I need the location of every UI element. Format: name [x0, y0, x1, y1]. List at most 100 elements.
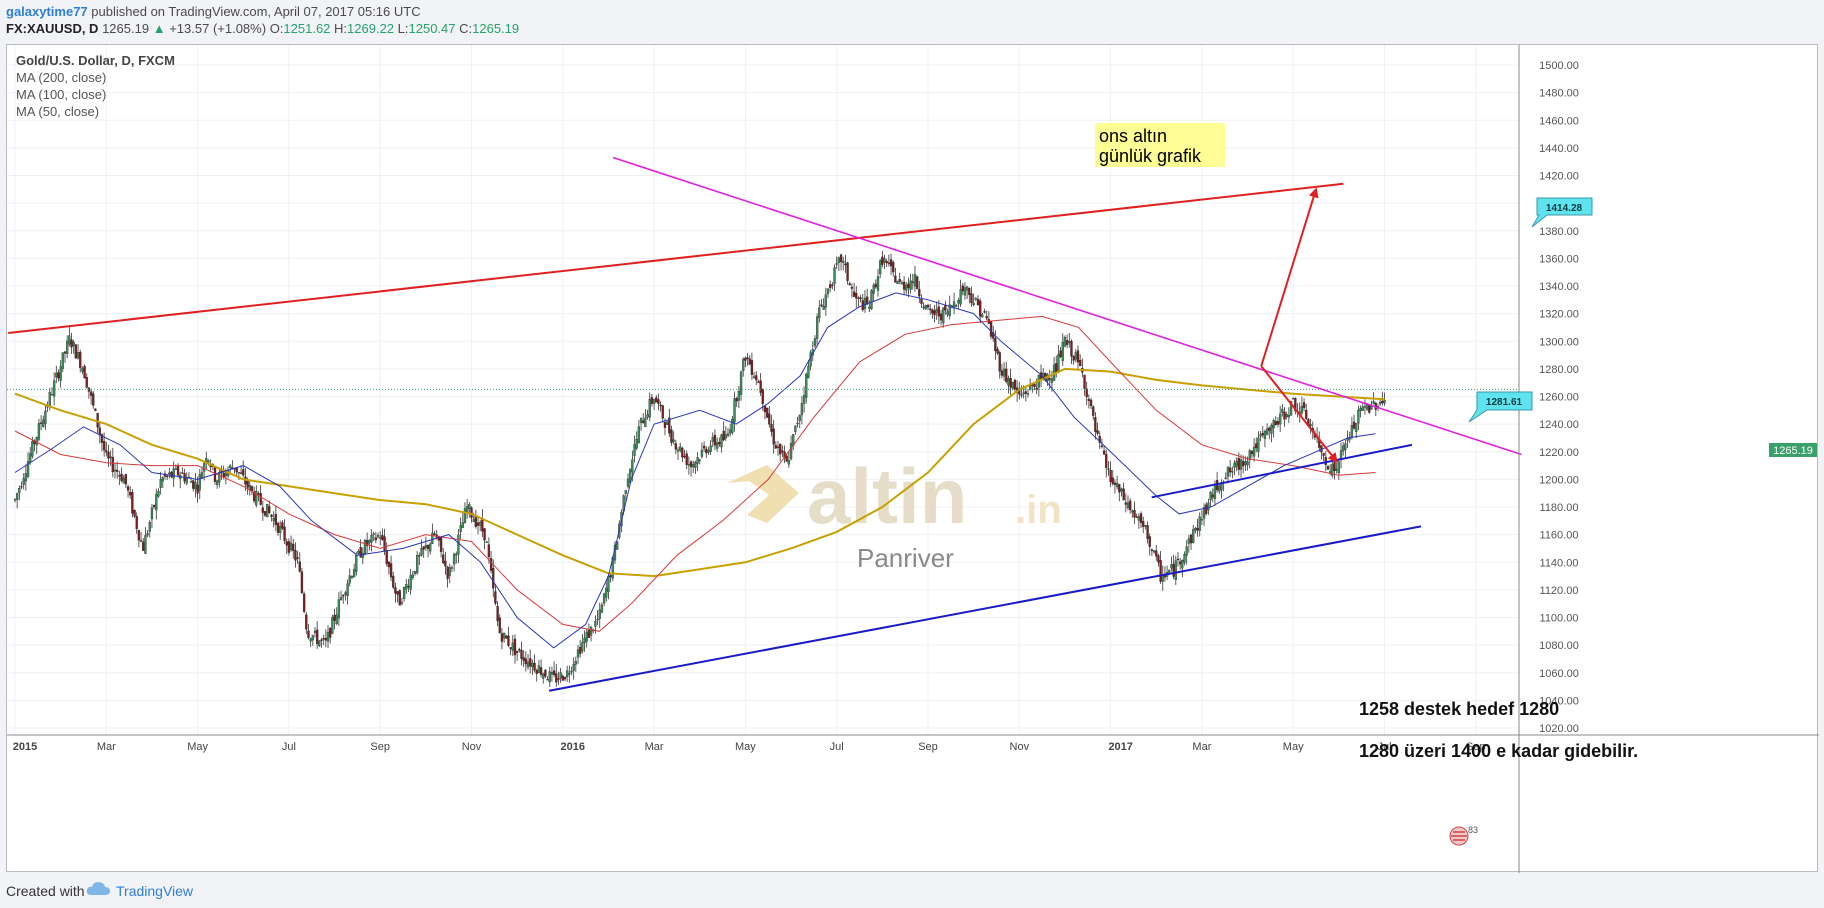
candle: [1072, 355, 1075, 365]
publish-info: galaxytime77 published on TradingView.co…: [6, 4, 421, 19]
candle: [1285, 411, 1288, 420]
candle: [1211, 488, 1214, 503]
price-chart[interactable]: altin .in Panriver 1020.00 1040.00 1060.00…: [7, 45, 1819, 873]
candle: [389, 555, 393, 582]
y-tick-label: 1200.00: [1539, 474, 1579, 486]
candle: [166, 474, 169, 480]
close-value: 1265.19: [472, 21, 520, 36]
candle: [561, 674, 564, 681]
candle: [1187, 534, 1191, 553]
candle: [29, 447, 32, 465]
close-label: C:: [459, 21, 473, 36]
candle: [694, 460, 697, 475]
candle: [1161, 565, 1164, 591]
y-tick-label: 1320.00: [1539, 309, 1579, 321]
candle: [111, 447, 114, 478]
candle: [783, 445, 786, 464]
candle: [85, 373, 88, 389]
candle: [572, 657, 575, 680]
candle: [294, 542, 297, 568]
candle: [587, 623, 591, 638]
candle: [559, 667, 562, 683]
legend-title: Gold/U.S. Dollar, D, FXCM: [16, 53, 175, 68]
footer: Created with TradingView: [0, 872, 1824, 908]
candle: [696, 451, 699, 472]
candle: [526, 654, 530, 670]
candle: [485, 540, 488, 544]
candle: [652, 398, 656, 411]
candle: [759, 373, 762, 396]
candle: [515, 650, 519, 661]
candle: [644, 409, 647, 428]
y-tick-label: 1240.00: [1539, 419, 1579, 431]
candle: [581, 633, 584, 654]
label-1414[interactable]: 1414.28: [1531, 197, 1593, 228]
candle: [1026, 389, 1030, 398]
candle: [961, 282, 964, 296]
candle: [22, 473, 25, 490]
candle: [1155, 544, 1158, 561]
author-link[interactable]: galaxytime77: [6, 4, 88, 19]
candle: [1179, 558, 1182, 570]
candle: [309, 637, 312, 648]
candle: [42, 415, 45, 428]
candle: [537, 659, 541, 674]
candle: [292, 538, 295, 559]
candle: [1113, 479, 1117, 494]
candle: [74, 344, 78, 359]
candle: [735, 396, 738, 407]
candle: [61, 352, 64, 373]
open-value: 1251.62: [283, 21, 331, 36]
candle: [552, 661, 556, 678]
open-label: O:: [269, 21, 284, 36]
candle: [733, 391, 736, 432]
candle: [63, 350, 67, 363]
candle: [392, 571, 395, 590]
candle: [413, 570, 417, 576]
candle: [1185, 540, 1188, 565]
legend-ma200[interactable]: MA (200, close): [16, 70, 107, 85]
legend-ma50[interactable]: MA (50, close): [16, 104, 100, 119]
candle: [213, 466, 217, 485]
candle: [715, 437, 719, 453]
candle: [259, 485, 262, 506]
candle: [626, 473, 630, 489]
candle: [1194, 527, 1197, 534]
target-arrow-up: [1260, 187, 1319, 367]
candle: [370, 529, 373, 552]
candle: [450, 565, 454, 572]
label-1281[interactable]: 1281.61: [1468, 391, 1533, 423]
candle: [574, 656, 577, 672]
candle: [722, 421, 725, 442]
candle: [92, 391, 95, 409]
y-tick-label: 1140.00: [1540, 557, 1579, 569]
candle: [648, 392, 651, 422]
candle: [402, 586, 406, 602]
legend-ma100[interactable]: MA (100, close): [16, 87, 107, 102]
candle: [1242, 455, 1245, 474]
candle: [1105, 449, 1108, 478]
events-icon[interactable]: 83: [1449, 825, 1478, 846]
candle: [305, 611, 308, 635]
chart-pane[interactable]: altin .in Panriver 1020.00 1040.00 1060.00…: [6, 44, 1819, 873]
candle: [159, 471, 162, 495]
x-tick-label: Jul: [1377, 741, 1391, 753]
candle: [563, 676, 567, 682]
candle: [600, 602, 604, 614]
candle: [1229, 460, 1232, 477]
low-value: 1250.47: [408, 21, 456, 36]
cloud-icon[interactable]: [86, 880, 112, 898]
candle: [1200, 510, 1204, 525]
x-tick-label: Mar: [97, 741, 116, 753]
candle: [1124, 493, 1127, 513]
candle: [352, 563, 356, 578]
candle: [729, 423, 732, 437]
candle: [326, 625, 330, 649]
candle: [113, 462, 117, 479]
candle: [1335, 462, 1338, 474]
axes: 1020.00 1040.00 1060.00 1080.00 1100.00 1120.…: [7, 45, 1819, 873]
tradingview-link[interactable]: TradingView: [116, 883, 194, 899]
candle: [1287, 407, 1291, 424]
candle: [829, 280, 832, 293]
candle: [216, 479, 219, 489]
